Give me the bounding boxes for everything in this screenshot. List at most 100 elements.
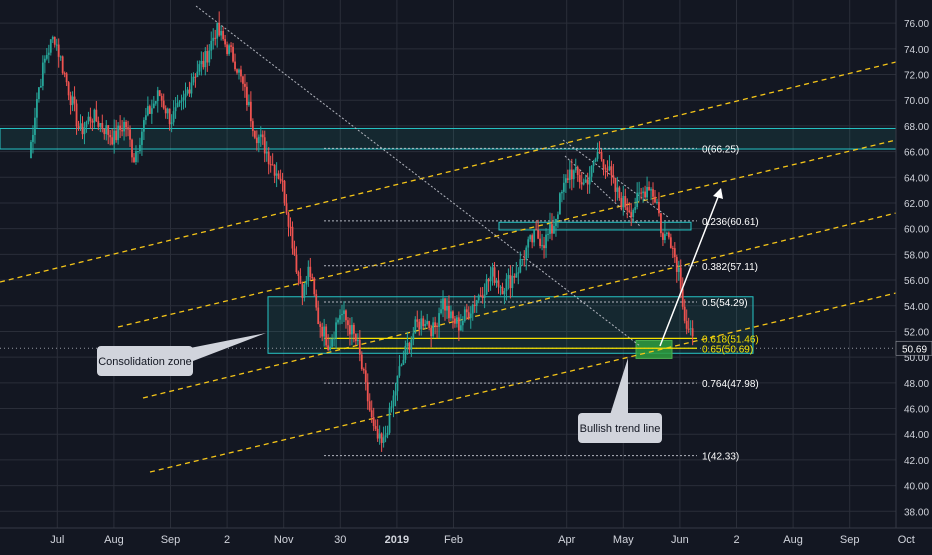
candle-body <box>537 230 540 239</box>
candle-body <box>113 130 116 145</box>
candle-body <box>632 209 635 218</box>
callout-pointer-bullish <box>610 358 628 415</box>
candle-body <box>247 101 250 106</box>
candle-body <box>47 52 50 55</box>
candle-body <box>117 125 120 141</box>
candle-body <box>644 191 646 198</box>
fib-label-0.382: 0.382(57.11) <box>702 262 758 273</box>
candle-body <box>347 320 349 326</box>
candle-body <box>452 311 454 319</box>
candle-body <box>236 69 238 73</box>
candle-body <box>182 97 185 101</box>
candle-body <box>489 276 492 282</box>
candle-body <box>562 182 565 192</box>
candle-body <box>129 129 131 140</box>
candle-body <box>527 239 530 248</box>
candle-body <box>630 212 633 218</box>
candle-body <box>218 22 221 36</box>
candle-body <box>291 226 294 249</box>
x-tick-label: Nov <box>274 534 294 546</box>
fib-label-0: 0(66.25) <box>702 144 739 155</box>
candle-body <box>358 339 361 355</box>
candle-body <box>204 51 207 68</box>
candle-body <box>77 126 80 128</box>
candle-body <box>299 275 302 284</box>
trend-channel <box>0 5 897 473</box>
candle-body <box>675 257 678 272</box>
candle-body <box>160 95 163 101</box>
candle-body <box>588 176 591 185</box>
candle-body <box>406 342 409 346</box>
candle-body <box>396 375 399 392</box>
candle-body <box>240 69 242 77</box>
candle-body <box>364 370 367 383</box>
candle-body <box>279 178 282 181</box>
candle-body <box>109 134 112 138</box>
candle-body <box>32 134 34 142</box>
candle-body <box>691 328 694 337</box>
candle-body <box>38 87 40 100</box>
zone-fib-band <box>498 221 692 231</box>
candle-body <box>416 319 419 322</box>
candle-body <box>146 106 149 116</box>
candle-body <box>242 76 244 84</box>
candle-body <box>176 103 179 108</box>
candle-body <box>572 170 575 180</box>
candle-body <box>289 226 292 228</box>
candle-body <box>216 22 219 39</box>
candle-body <box>228 45 230 54</box>
candle-body <box>139 144 141 151</box>
candle-body <box>164 108 167 114</box>
candle-body <box>238 69 240 73</box>
candle-body <box>34 117 36 135</box>
x-tick-label: Apr <box>558 534 575 546</box>
candle-body <box>424 323 427 327</box>
candle-body <box>586 179 589 185</box>
candle-body <box>166 108 169 114</box>
candle-body <box>107 125 110 135</box>
candle-body <box>67 82 70 96</box>
candle-body <box>584 179 587 183</box>
candle-body <box>127 127 129 130</box>
candle-body <box>650 189 652 191</box>
candle-body <box>559 193 561 215</box>
y-tick-label: 62.00 <box>904 199 929 210</box>
y-tick-label: 56.00 <box>904 276 929 287</box>
candle-body <box>226 44 228 54</box>
candle-body <box>321 326 324 337</box>
candle-body <box>461 320 464 326</box>
y-tick-label: 76.00 <box>904 19 929 30</box>
candle-body <box>463 309 466 321</box>
candle-body <box>551 224 553 234</box>
candle-body <box>590 165 593 177</box>
candle-body <box>168 108 171 125</box>
x-tick-label: Feb <box>444 534 463 546</box>
candle-body <box>689 328 692 330</box>
x-tick-label: 2 <box>733 534 739 546</box>
candle-body <box>574 167 577 171</box>
candle-body <box>208 50 211 63</box>
candle-body <box>255 137 258 144</box>
candle-body <box>141 131 143 145</box>
candle-body <box>501 286 504 295</box>
y-tick-label: 72.00 <box>904 71 929 82</box>
candle-body <box>509 275 512 289</box>
candle-body <box>69 95 72 106</box>
y-tick-label: 42.00 <box>904 456 929 467</box>
candle-body <box>481 295 484 298</box>
candle-body <box>293 248 296 255</box>
candle-body <box>404 345 407 360</box>
x-tick-label: 2019 <box>385 534 409 546</box>
candle-body <box>665 232 668 235</box>
candle-body <box>93 109 96 123</box>
candle-body <box>162 100 165 109</box>
candle-body <box>479 295 482 297</box>
candle-body <box>513 275 516 278</box>
candle-body <box>376 428 379 439</box>
candle-body <box>196 71 199 78</box>
fibonacci-retracement: 0(66.25) 0.236(60.61) 0.382(57.11) 0.5(54.2… <box>324 144 759 463</box>
candle-body <box>271 164 274 166</box>
candle-body <box>95 109 98 122</box>
